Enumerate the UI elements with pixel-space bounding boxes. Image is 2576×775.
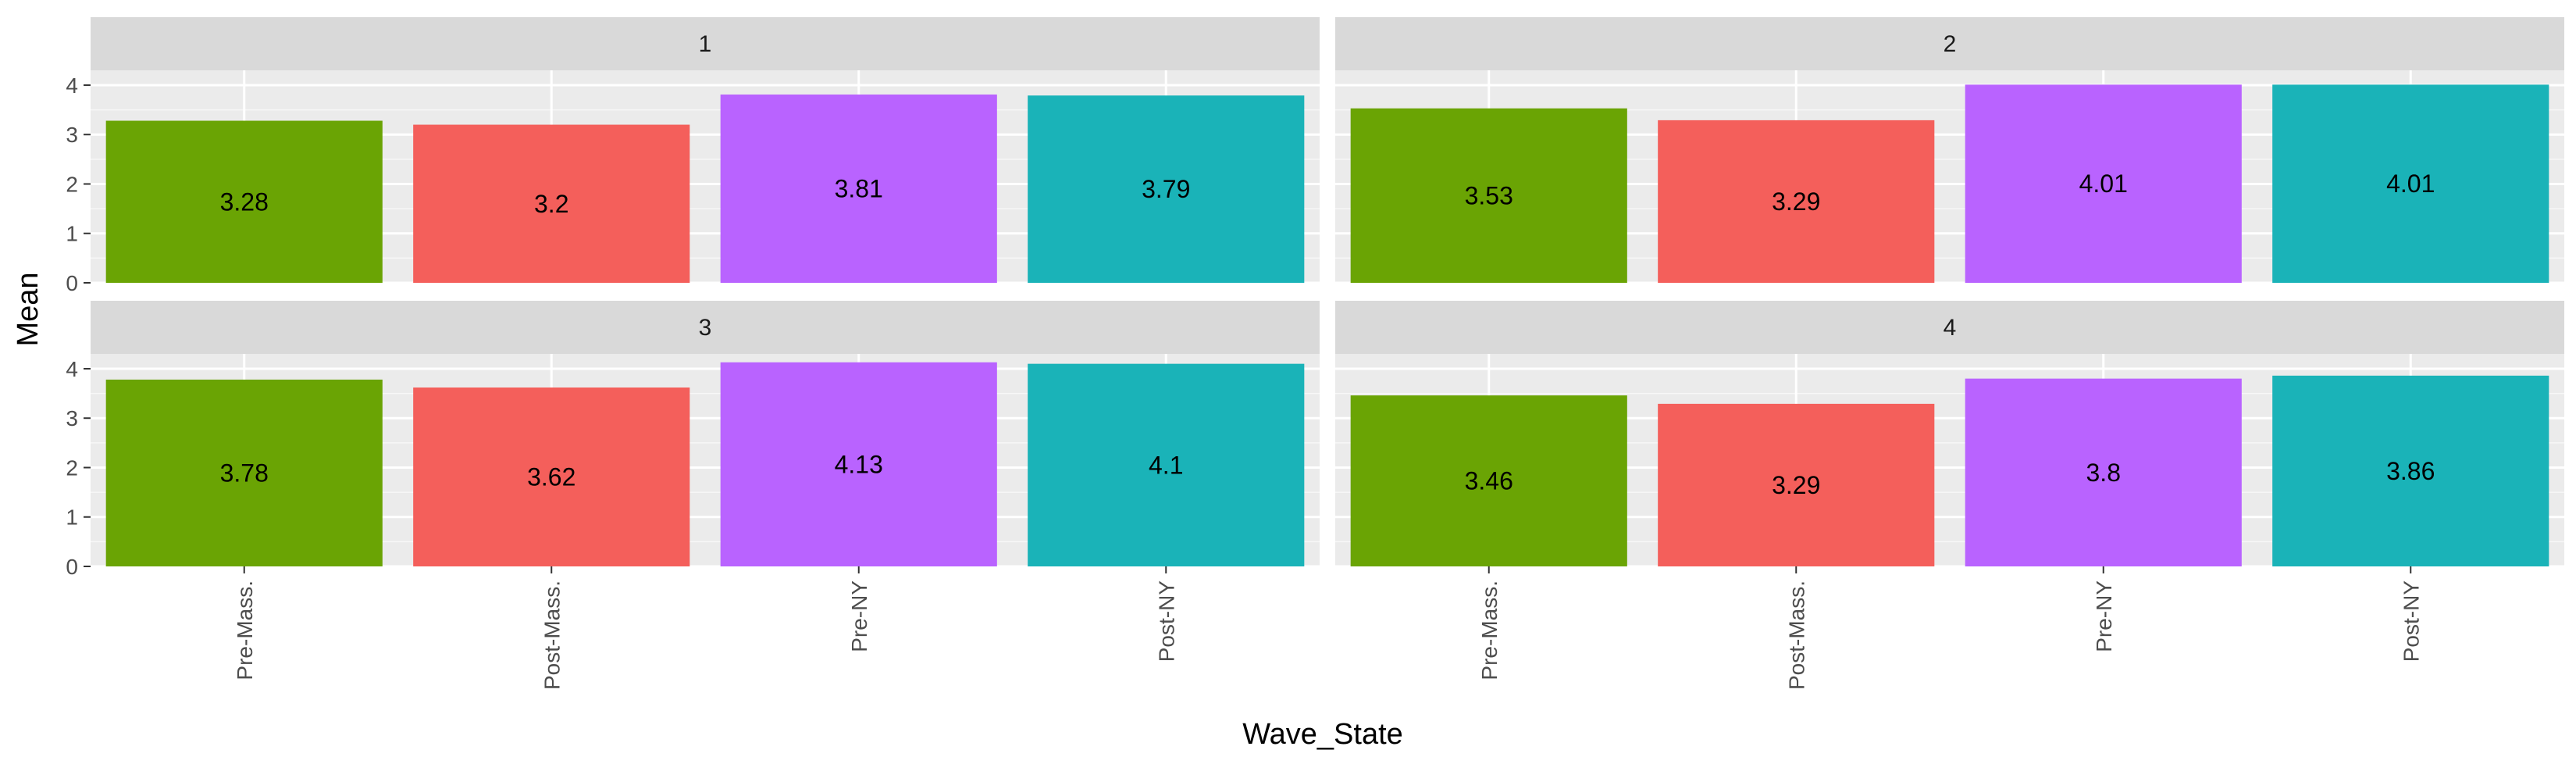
bar-data-label: 3.78 xyxy=(220,459,269,487)
y-axis-title: Mean xyxy=(12,272,45,346)
bar-data-label: 3.29 xyxy=(1772,471,1820,499)
facet-strip xyxy=(91,17,1320,70)
facet-strip-label: 4 xyxy=(1944,315,1957,341)
x-tick-label: Post-Mass. xyxy=(1784,580,1808,690)
bar-pre-mass xyxy=(1350,108,1627,283)
y-tick-label: 4 xyxy=(66,73,78,98)
bar-data-label: 4.1 xyxy=(1149,451,1183,479)
bar-data-label: 3.86 xyxy=(2386,457,2435,485)
bar-pre-ny xyxy=(720,362,997,566)
x-tick-label: Post-NY xyxy=(1154,580,1178,662)
facet-panel-2: 2 3.53 3.29 4.01 4.01 xyxy=(1335,17,2564,284)
bar-pre-ny xyxy=(720,94,997,283)
x-tick-label: Pre-Mass. xyxy=(233,580,257,680)
x-tick-label: Post-NY xyxy=(2399,580,2423,662)
y-tick-label: 2 xyxy=(66,172,78,196)
facet-panel-3: 3 3.78 3.62 4.13 4.1 0 1 2 3 4 Pre-Mass. Post-Mass.… xyxy=(66,301,1320,690)
bar-data-label: 3.8 xyxy=(2086,459,2121,487)
facet-strip-label: 3 xyxy=(699,315,712,341)
x-tick-label: Pre-NY xyxy=(847,580,871,652)
y-tick-label: 1 xyxy=(66,505,78,530)
bar-post-mass xyxy=(1658,120,1935,283)
y-tick-label: 3 xyxy=(66,123,78,147)
bar-pre-mass xyxy=(105,379,383,566)
bar-post-mass xyxy=(413,388,690,566)
bar-data-label: 3.28 xyxy=(220,188,269,216)
facet-strip-label: 2 xyxy=(1944,31,1957,57)
bar-post-ny xyxy=(1028,363,1305,566)
facet-panel-1: 1 3.28 3.2 3.81 3.79 0 1 2 3 4 xyxy=(66,17,1320,295)
facet-strip-label: 1 xyxy=(699,31,712,57)
x-tick-label: Pre-NY xyxy=(2092,580,2116,652)
bar-post-ny xyxy=(2272,375,2549,566)
facet-strip xyxy=(1335,17,2564,70)
bar-data-label: 4.13 xyxy=(835,450,883,478)
bar-post-mass xyxy=(1658,403,1935,566)
bar-pre-ny xyxy=(1965,84,2242,284)
bar-post-ny xyxy=(1028,95,1305,283)
bar-data-label: 3.2 xyxy=(534,190,568,218)
x-tick-label: Pre-Mass. xyxy=(1477,580,1502,680)
y-tick-label: 1 xyxy=(66,222,78,246)
x-axis-title: Wave_State xyxy=(1242,718,1403,751)
bar-pre-ny xyxy=(1965,378,2242,566)
y-tick-label: 3 xyxy=(66,406,78,430)
bar-post-ny xyxy=(2272,84,2549,284)
bar-data-label: 3.62 xyxy=(527,463,575,491)
bar-data-label: 3.81 xyxy=(835,174,883,202)
facet-strip xyxy=(1335,301,2564,354)
bar-pre-mass xyxy=(1350,395,1627,566)
y-tick-label: 0 xyxy=(66,271,78,295)
y-tick-label: 2 xyxy=(66,455,78,480)
bar-data-label: 3.53 xyxy=(1465,181,1513,209)
bar-data-label: 3.29 xyxy=(1772,188,1820,216)
bar-data-label: 4.01 xyxy=(2079,170,2128,198)
x-tick-label: Post-Mass. xyxy=(540,580,564,690)
facet-strip xyxy=(91,301,1320,354)
bar-data-label: 3.46 xyxy=(1465,467,1513,495)
bar-post-mass xyxy=(413,124,690,283)
facet-panel-4: 4 3.46 3.29 3.8 3.86 Pre-Mass. Post-Mass. Pre-N… xyxy=(1335,301,2564,690)
y-tick-label: 0 xyxy=(66,555,78,579)
bar-data-label: 4.01 xyxy=(2386,170,2435,198)
y-tick-label: 4 xyxy=(66,357,78,381)
bar-pre-mass xyxy=(105,120,383,283)
bar-data-label: 3.79 xyxy=(1142,175,1190,203)
